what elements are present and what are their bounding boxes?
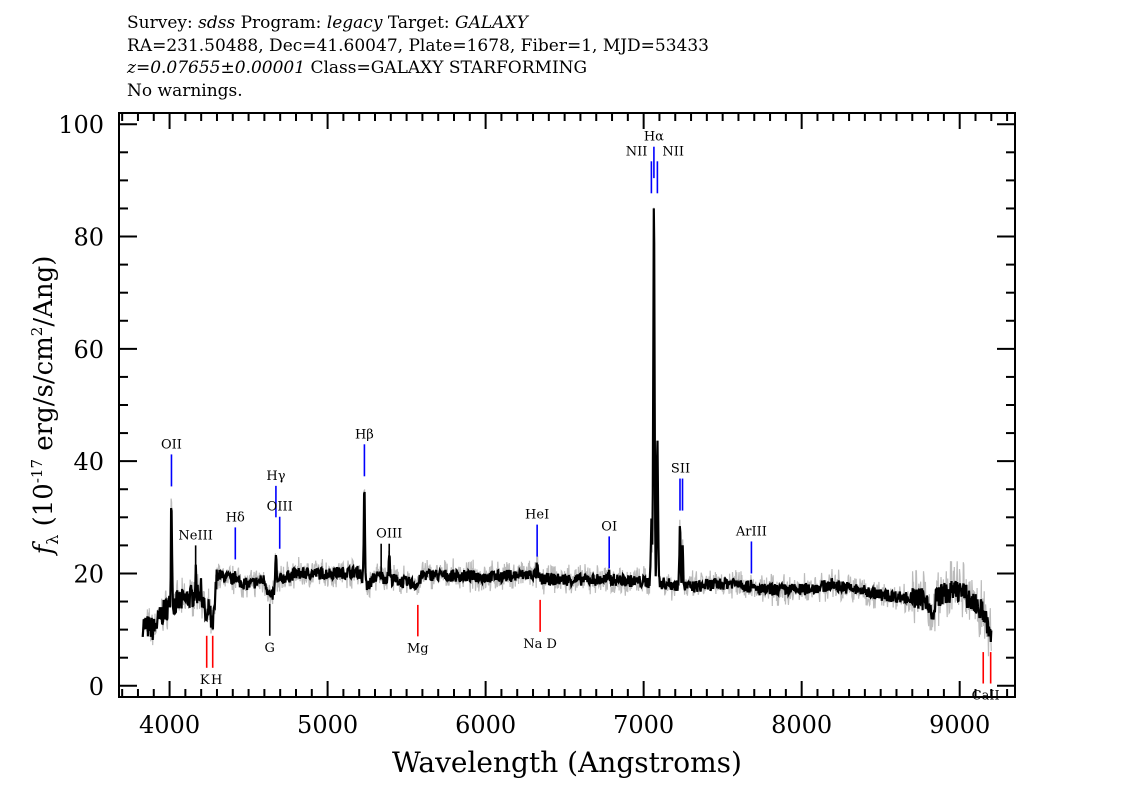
line-label: OIII <box>376 527 402 542</box>
y-tick-label: 20 <box>73 560 104 588</box>
header-line-3: z=0.07655±0.00001 Class=GALAXY STARFORMI… <box>127 57 709 80</box>
redshift: z=0.07655±0.00001 <box>127 58 306 78</box>
x-tick-label: 4000 <box>139 711 200 739</box>
line-label: K <box>200 673 210 688</box>
program-value: legacy <box>326 13 383 33</box>
warnings: No warnings. <box>127 80 243 101</box>
program-label: Program: <box>240 13 322 33</box>
line-label: Hδ <box>226 510 245 525</box>
line-label: NII <box>626 144 648 159</box>
line-label: ArIII <box>735 524 767 539</box>
line-label: OII <box>161 437 182 452</box>
class: Class=GALAXY STARFORMING <box>310 58 588 78</box>
y-tick-label: 100 <box>58 111 104 139</box>
x-tick-label: 5000 <box>297 711 358 739</box>
line-label: Hγ <box>266 469 285 484</box>
x-tick-label: 9000 <box>929 711 990 739</box>
x-axis-label: Wavelength (Angstroms) <box>392 746 742 779</box>
x-tick-label: 7000 <box>613 711 674 739</box>
line-label: Hβ <box>355 427 374 442</box>
y-tick-label: 80 <box>73 224 104 252</box>
line-label: H <box>211 673 222 688</box>
spectrum-line <box>141 208 993 643</box>
line-label: OIII <box>267 500 293 515</box>
x-tick-label: 6000 <box>455 711 516 739</box>
y-tick-label: 40 <box>73 448 104 476</box>
line-label: SII <box>671 462 690 477</box>
x-tick-label: 8000 <box>771 711 832 739</box>
line-label: Mg <box>407 641 429 656</box>
header-line-1: Survey: sdss Program: legacy Target: GAL… <box>127 12 709 35</box>
y-tick-label: 60 <box>73 336 104 364</box>
header-line-2: RA=231.50488, Dec=41.60047, Plate=1678, … <box>127 35 710 56</box>
line-label: Hα <box>644 130 664 145</box>
survey-label: Survey: <box>127 13 193 33</box>
axes: 4000 5000 6000 7000 8000 9000 0 20 40 60 80 100 <box>58 111 1015 739</box>
line-label: HeI <box>525 508 549 523</box>
survey-value: sdss <box>198 13 236 33</box>
target-value: GALAXY <box>455 13 528 33</box>
line-label: NeIII <box>178 528 212 543</box>
line-label: NII <box>662 144 684 159</box>
line-label: OI <box>601 519 617 534</box>
y-axis-label: fλ (10-17 erg/s/cm2/Ang) <box>28 256 62 557</box>
line-label: Na D <box>523 637 557 652</box>
target-label: Target: <box>387 13 450 33</box>
line-label: G <box>265 641 275 656</box>
y-tick-label: 0 <box>89 673 104 701</box>
plot-frame <box>118 112 1016 698</box>
spectrum-header: Survey: sdss Program: legacy Target: GAL… <box>127 12 709 102</box>
